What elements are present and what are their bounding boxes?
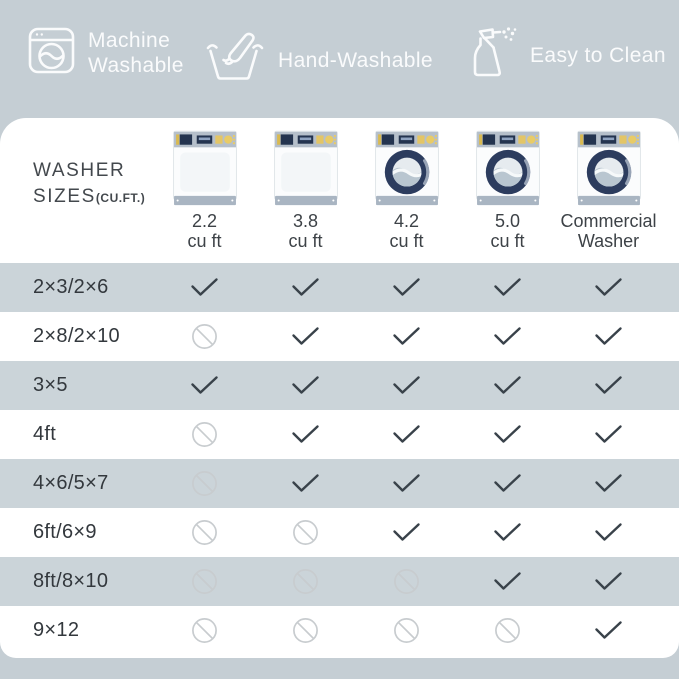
- check-icon: [356, 277, 457, 298]
- check-icon: [154, 375, 255, 396]
- badge-easy-to-clean-label: Easy to Clean: [530, 44, 666, 67]
- corner-title-suffix: (CU.FT.): [95, 191, 146, 205]
- not-suitable-icon: [154, 470, 255, 497]
- badge-machine-washable-label: Machine Washable: [88, 29, 184, 77]
- check-icon: [558, 424, 659, 445]
- check-icon: [558, 473, 659, 494]
- column-header: 4.2 cu ft: [356, 130, 457, 251]
- column-header: 5.0 cu ft: [457, 130, 558, 251]
- check-icon: [457, 473, 558, 494]
- washer-illustration: [374, 130, 439, 208]
- check-icon: [457, 522, 558, 543]
- not-suitable-icon: [457, 617, 558, 644]
- row-label: 8ft/8×10: [33, 570, 109, 592]
- spray-bottle-icon: [471, 26, 517, 85]
- corner-title-line2: SIZES(CU.FT.): [33, 186, 146, 207]
- not-suitable-icon: [154, 617, 255, 644]
- not-suitable-icon: [154, 519, 255, 546]
- check-icon: [457, 424, 558, 445]
- row-label: 2×8/2×10: [33, 325, 120, 347]
- check-icon: [457, 571, 558, 592]
- check-icon: [255, 424, 356, 445]
- table-row: 2×3/2×6: [0, 263, 679, 312]
- check-icon: [356, 473, 457, 494]
- check-icon: [558, 375, 659, 396]
- table-row: 9×12: [0, 606, 679, 655]
- hand-wash-icon: [205, 31, 265, 90]
- not-suitable-icon: [154, 323, 255, 350]
- row-label: 6ft/6×9: [33, 521, 97, 543]
- table-row: 3×5: [0, 361, 679, 410]
- column-label: 2.2 cu ft: [187, 211, 222, 251]
- badge-machine-washable: Machine Washable: [28, 27, 184, 79]
- check-icon: [356, 424, 457, 445]
- badge-hand-washable: Hand-Washable: [205, 31, 433, 90]
- badge-hand-washable-label: Hand-Washable: [278, 49, 433, 72]
- row-label: 2×3/2×6: [33, 276, 109, 298]
- column-header: 3.8 cu ft: [255, 130, 356, 251]
- not-suitable-icon: [356, 568, 457, 595]
- comparison-card: WASHER SIZES(CU.FT.) 2.2 cu ft 3.8 c: [0, 118, 679, 658]
- not-suitable-icon: [255, 519, 356, 546]
- table-row: 4×6/5×7: [0, 459, 679, 508]
- table-row: 8ft/8×10: [0, 557, 679, 606]
- column-label: 3.8 cu ft: [288, 211, 323, 251]
- not-suitable-icon: [154, 568, 255, 595]
- not-suitable-icon: [356, 617, 457, 644]
- column-headers: 2.2 cu ft 3.8 cu ft: [154, 130, 659, 251]
- check-icon: [457, 277, 558, 298]
- check-icon: [255, 277, 356, 298]
- badge-easy-to-clean: Easy to Clean: [471, 26, 666, 85]
- check-icon: [558, 277, 659, 298]
- row-label: 3×5: [33, 374, 68, 396]
- table-row: 2×8/2×10: [0, 312, 679, 361]
- not-suitable-icon: [255, 568, 356, 595]
- corner-title-line1: WASHER: [33, 160, 126, 181]
- check-icon: [558, 571, 659, 592]
- table-corner-title: WASHER SIZES(CU.FT.): [33, 158, 145, 211]
- check-icon: [457, 326, 558, 347]
- check-icon: [356, 522, 457, 543]
- row-label: 9×12: [33, 619, 80, 641]
- check-icon: [255, 326, 356, 347]
- check-icon: [255, 473, 356, 494]
- column-label: Commercial Washer: [560, 211, 657, 251]
- check-icon: [558, 620, 659, 641]
- check-icon: [154, 277, 255, 298]
- column-label: 4.2 cu ft: [389, 211, 424, 251]
- check-icon: [255, 375, 356, 396]
- check-icon: [457, 375, 558, 396]
- column-header: Commercial Washer: [558, 130, 659, 251]
- table-row: 4ft: [0, 410, 679, 459]
- table-rows: 2×3/2×6 2×8/2×10 3×5 4ft 4×6/5×7 6ft/6×9 8ft/8…: [0, 263, 679, 655]
- not-suitable-icon: [255, 617, 356, 644]
- column-label: 5.0 cu ft: [490, 211, 525, 251]
- washer-illustration: [273, 130, 338, 208]
- column-header: 2.2 cu ft: [154, 130, 255, 251]
- row-label: 4×6/5×7: [33, 472, 109, 494]
- table-row: 6ft/6×9: [0, 508, 679, 557]
- check-icon: [356, 375, 457, 396]
- washer-illustration: [475, 130, 540, 208]
- washing-machine-icon: [28, 27, 75, 79]
- check-icon: [558, 326, 659, 347]
- washer-illustration: [576, 130, 641, 208]
- check-icon: [356, 326, 457, 347]
- row-label: 4ft: [33, 423, 57, 445]
- washer-illustration: [172, 130, 237, 208]
- not-suitable-icon: [154, 421, 255, 448]
- check-icon: [558, 522, 659, 543]
